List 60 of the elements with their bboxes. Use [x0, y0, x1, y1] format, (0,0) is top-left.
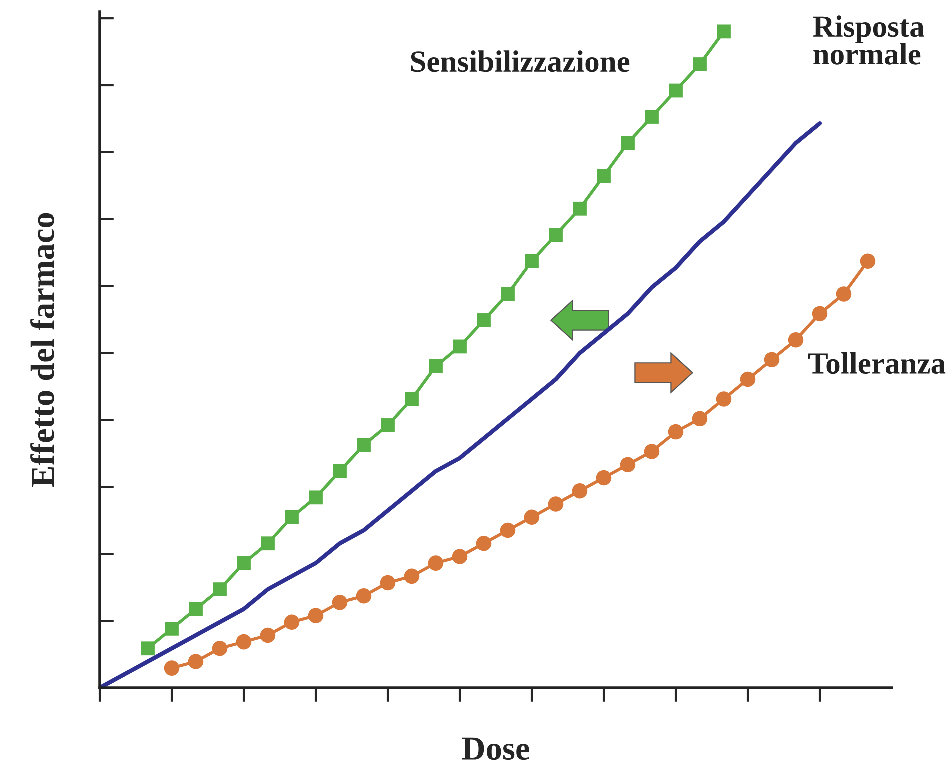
- point: [237, 556, 251, 570]
- point: [428, 556, 444, 571]
- point: [309, 490, 323, 505]
- point: [573, 202, 587, 216]
- point: [165, 622, 179, 636]
- point: [548, 496, 564, 512]
- point: [381, 418, 395, 432]
- point: [405, 392, 419, 406]
- series-label: Tolleranza: [808, 352, 946, 374]
- point: [812, 306, 828, 322]
- point: [668, 424, 684, 440]
- point: [740, 372, 756, 388]
- point: [597, 169, 611, 184]
- point: [236, 634, 252, 650]
- point: [188, 654, 204, 670]
- x-axis-title: Dose: [462, 738, 530, 760]
- point: [477, 314, 491, 328]
- point: [260, 628, 276, 644]
- point: [524, 510, 540, 525]
- point: [860, 254, 876, 270]
- point: [164, 660, 180, 676]
- series-label: Risposta normale: [813, 16, 924, 65]
- point: [429, 359, 443, 374]
- point: [285, 510, 299, 524]
- point: [717, 24, 731, 39]
- point: [308, 608, 324, 624]
- point: [549, 228, 563, 242]
- y-axis-title: Effetto del farmaco: [30, 213, 54, 488]
- point: [356, 588, 372, 604]
- point: [380, 575, 396, 591]
- point: [333, 464, 347, 478]
- point: [644, 444, 660, 460]
- point: [452, 549, 468, 564]
- point: [357, 438, 371, 452]
- point: [692, 411, 708, 427]
- point: [141, 642, 155, 656]
- point: [284, 614, 300, 630]
- point: [596, 470, 612, 486]
- point: [453, 340, 467, 354]
- point: [212, 640, 228, 656]
- point: [669, 84, 683, 98]
- point: [189, 602, 203, 616]
- point: [620, 457, 636, 472]
- point: [476, 536, 492, 552]
- point: [500, 522, 516, 538]
- point: [501, 287, 515, 302]
- point: [645, 110, 659, 124]
- point: [572, 483, 588, 499]
- point: [213, 582, 227, 596]
- point: [836, 286, 852, 302]
- point: [764, 352, 780, 368]
- point: [693, 58, 707, 72]
- point: [332, 595, 348, 610]
- point: [525, 254, 539, 268]
- point: [716, 392, 732, 407]
- point: [261, 536, 275, 551]
- point: [404, 568, 420, 584]
- series-label: Sensibilizzazione: [411, 50, 630, 72]
- point: [788, 332, 804, 348]
- point: [621, 136, 635, 150]
